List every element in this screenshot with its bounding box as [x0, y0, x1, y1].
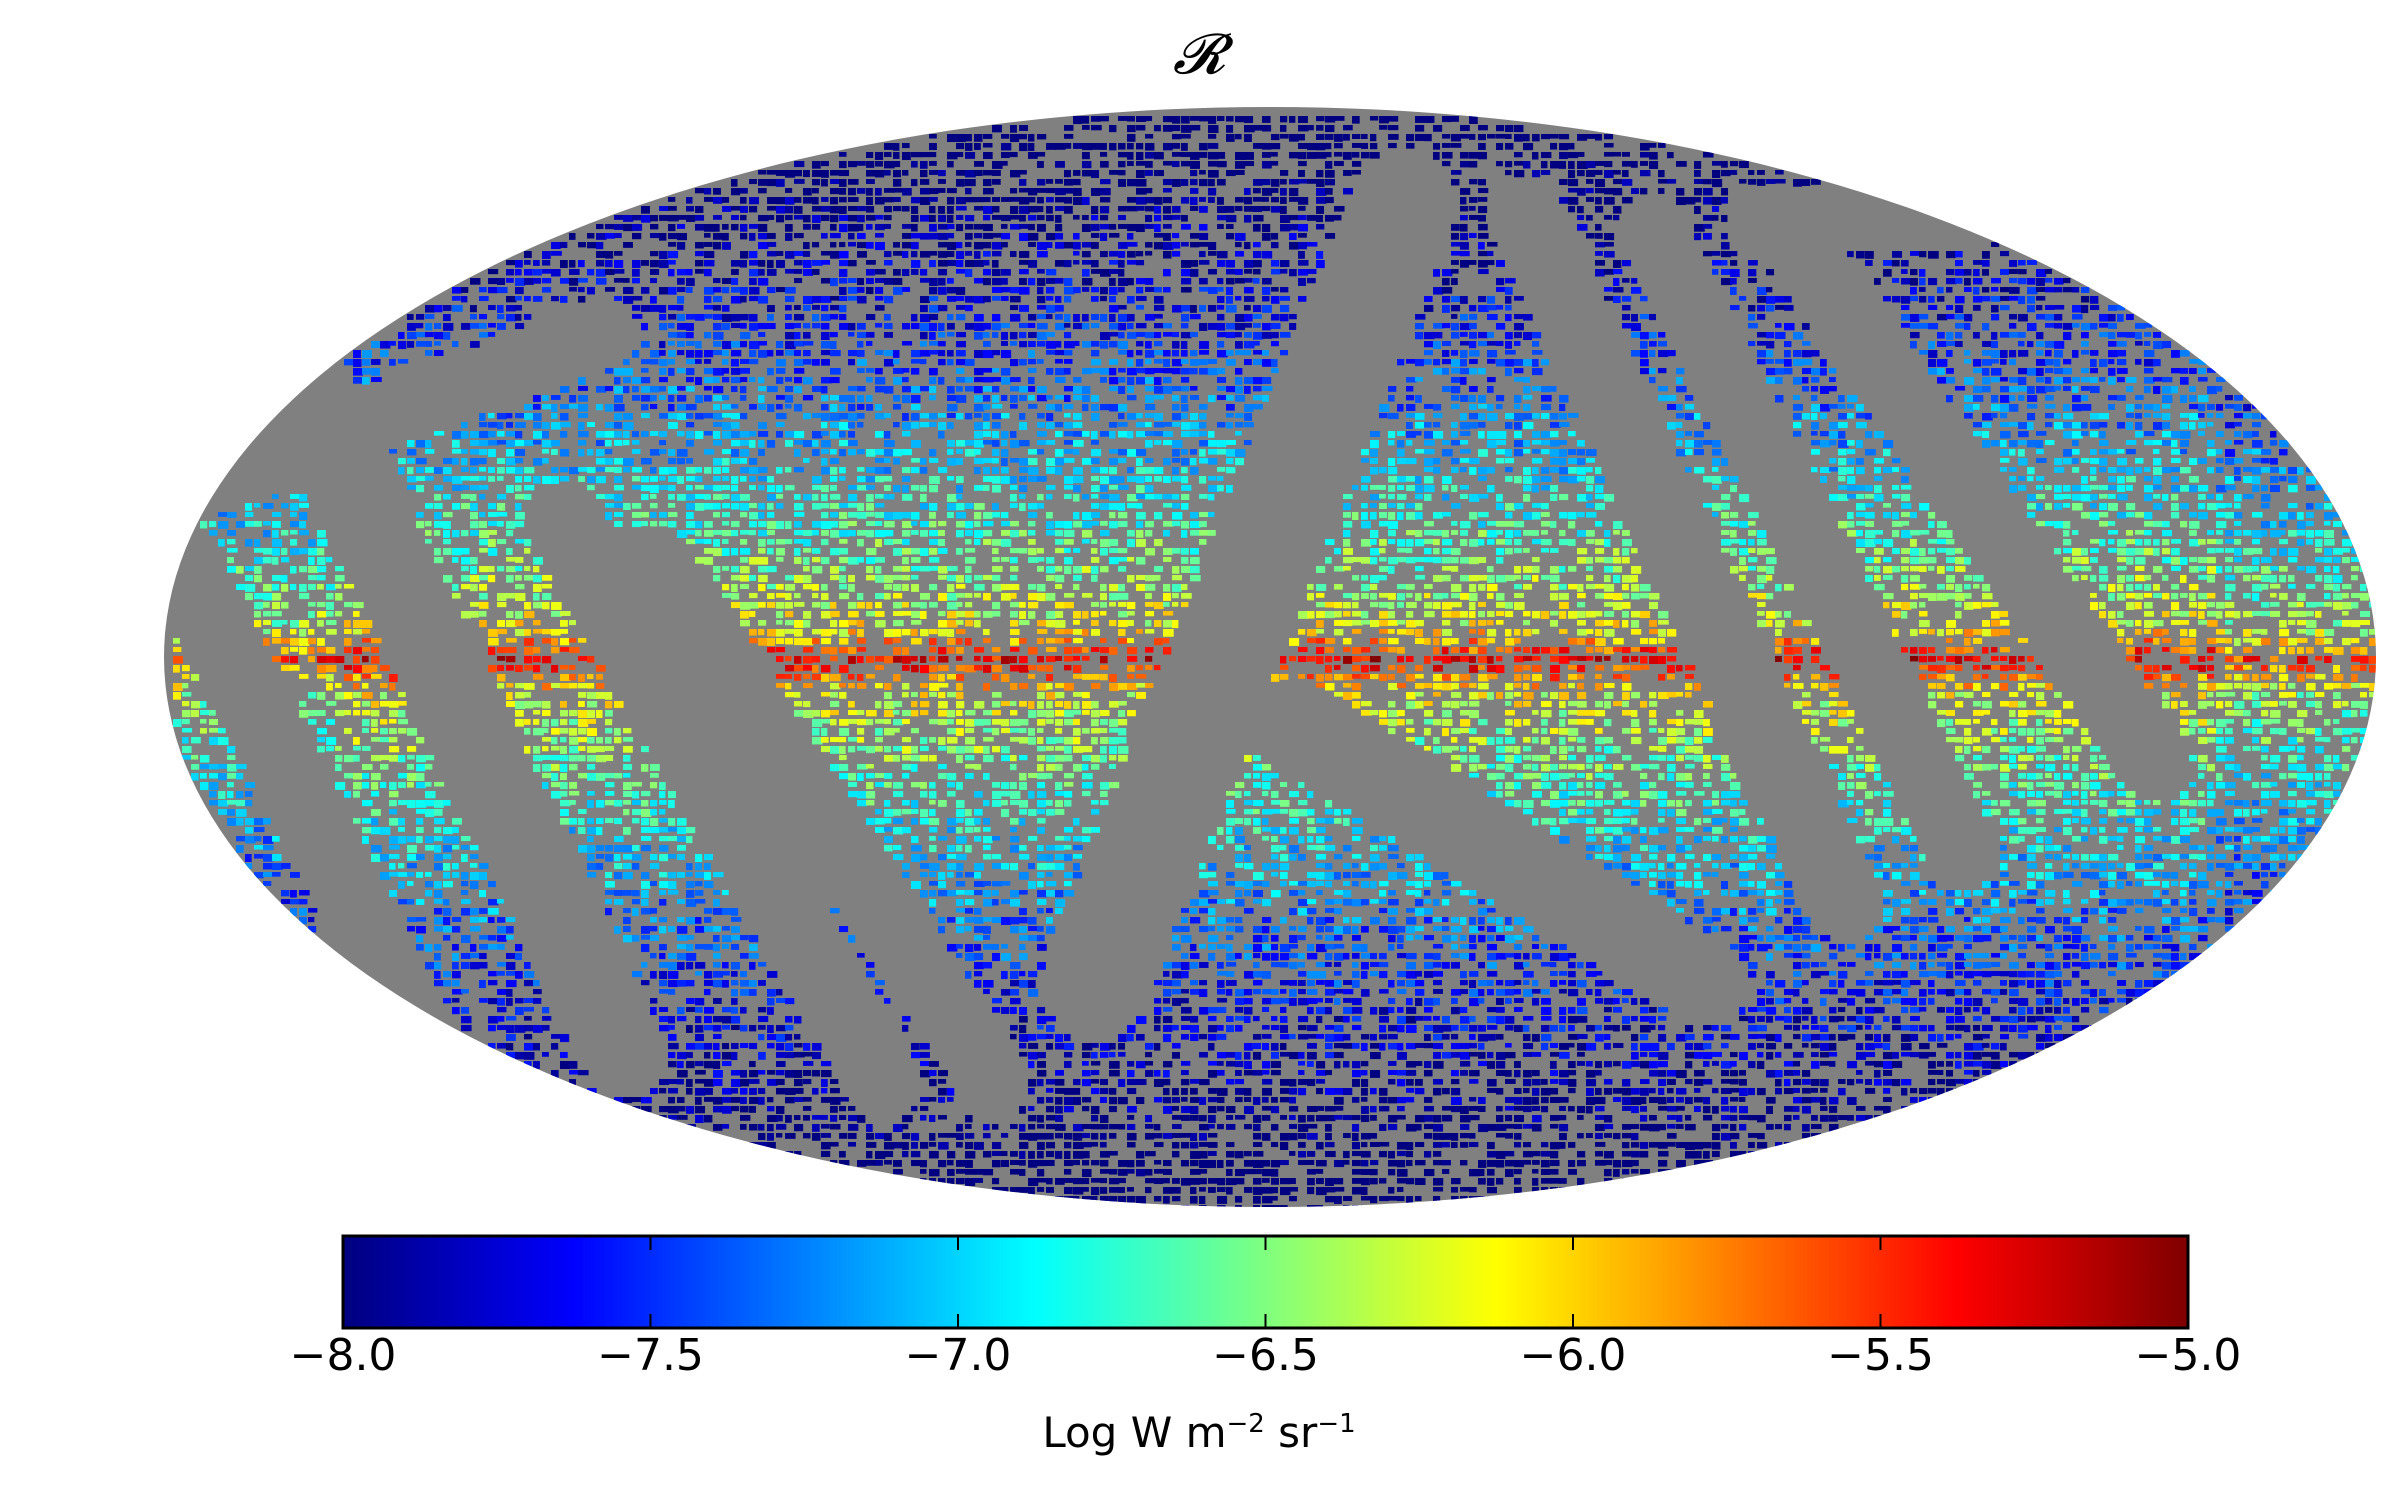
colorbar-tick-label: −7.5	[597, 1330, 704, 1381]
colorbar-tick-label: −5.5	[1827, 1330, 1934, 1381]
colorbar-tick-label: −5.0	[2134, 1330, 2242, 1381]
data-pixels	[173, 116, 2376, 1207]
mollweide-map	[164, 107, 2376, 1207]
colorbar-tick-label: −8.0	[289, 1330, 397, 1381]
colorbar-tick-label: −7.0	[904, 1330, 1012, 1381]
colorbar-tick-label: −6.0	[1519, 1330, 1627, 1381]
colorbar-tick-label: −6.5	[1212, 1330, 1319, 1381]
colorbar-ticks	[342, 1236, 2189, 1328]
colorbar-label: Log W m−2 sr−1	[1042, 1408, 1356, 1457]
map-title: 𝓡	[1172, 22, 1226, 87]
